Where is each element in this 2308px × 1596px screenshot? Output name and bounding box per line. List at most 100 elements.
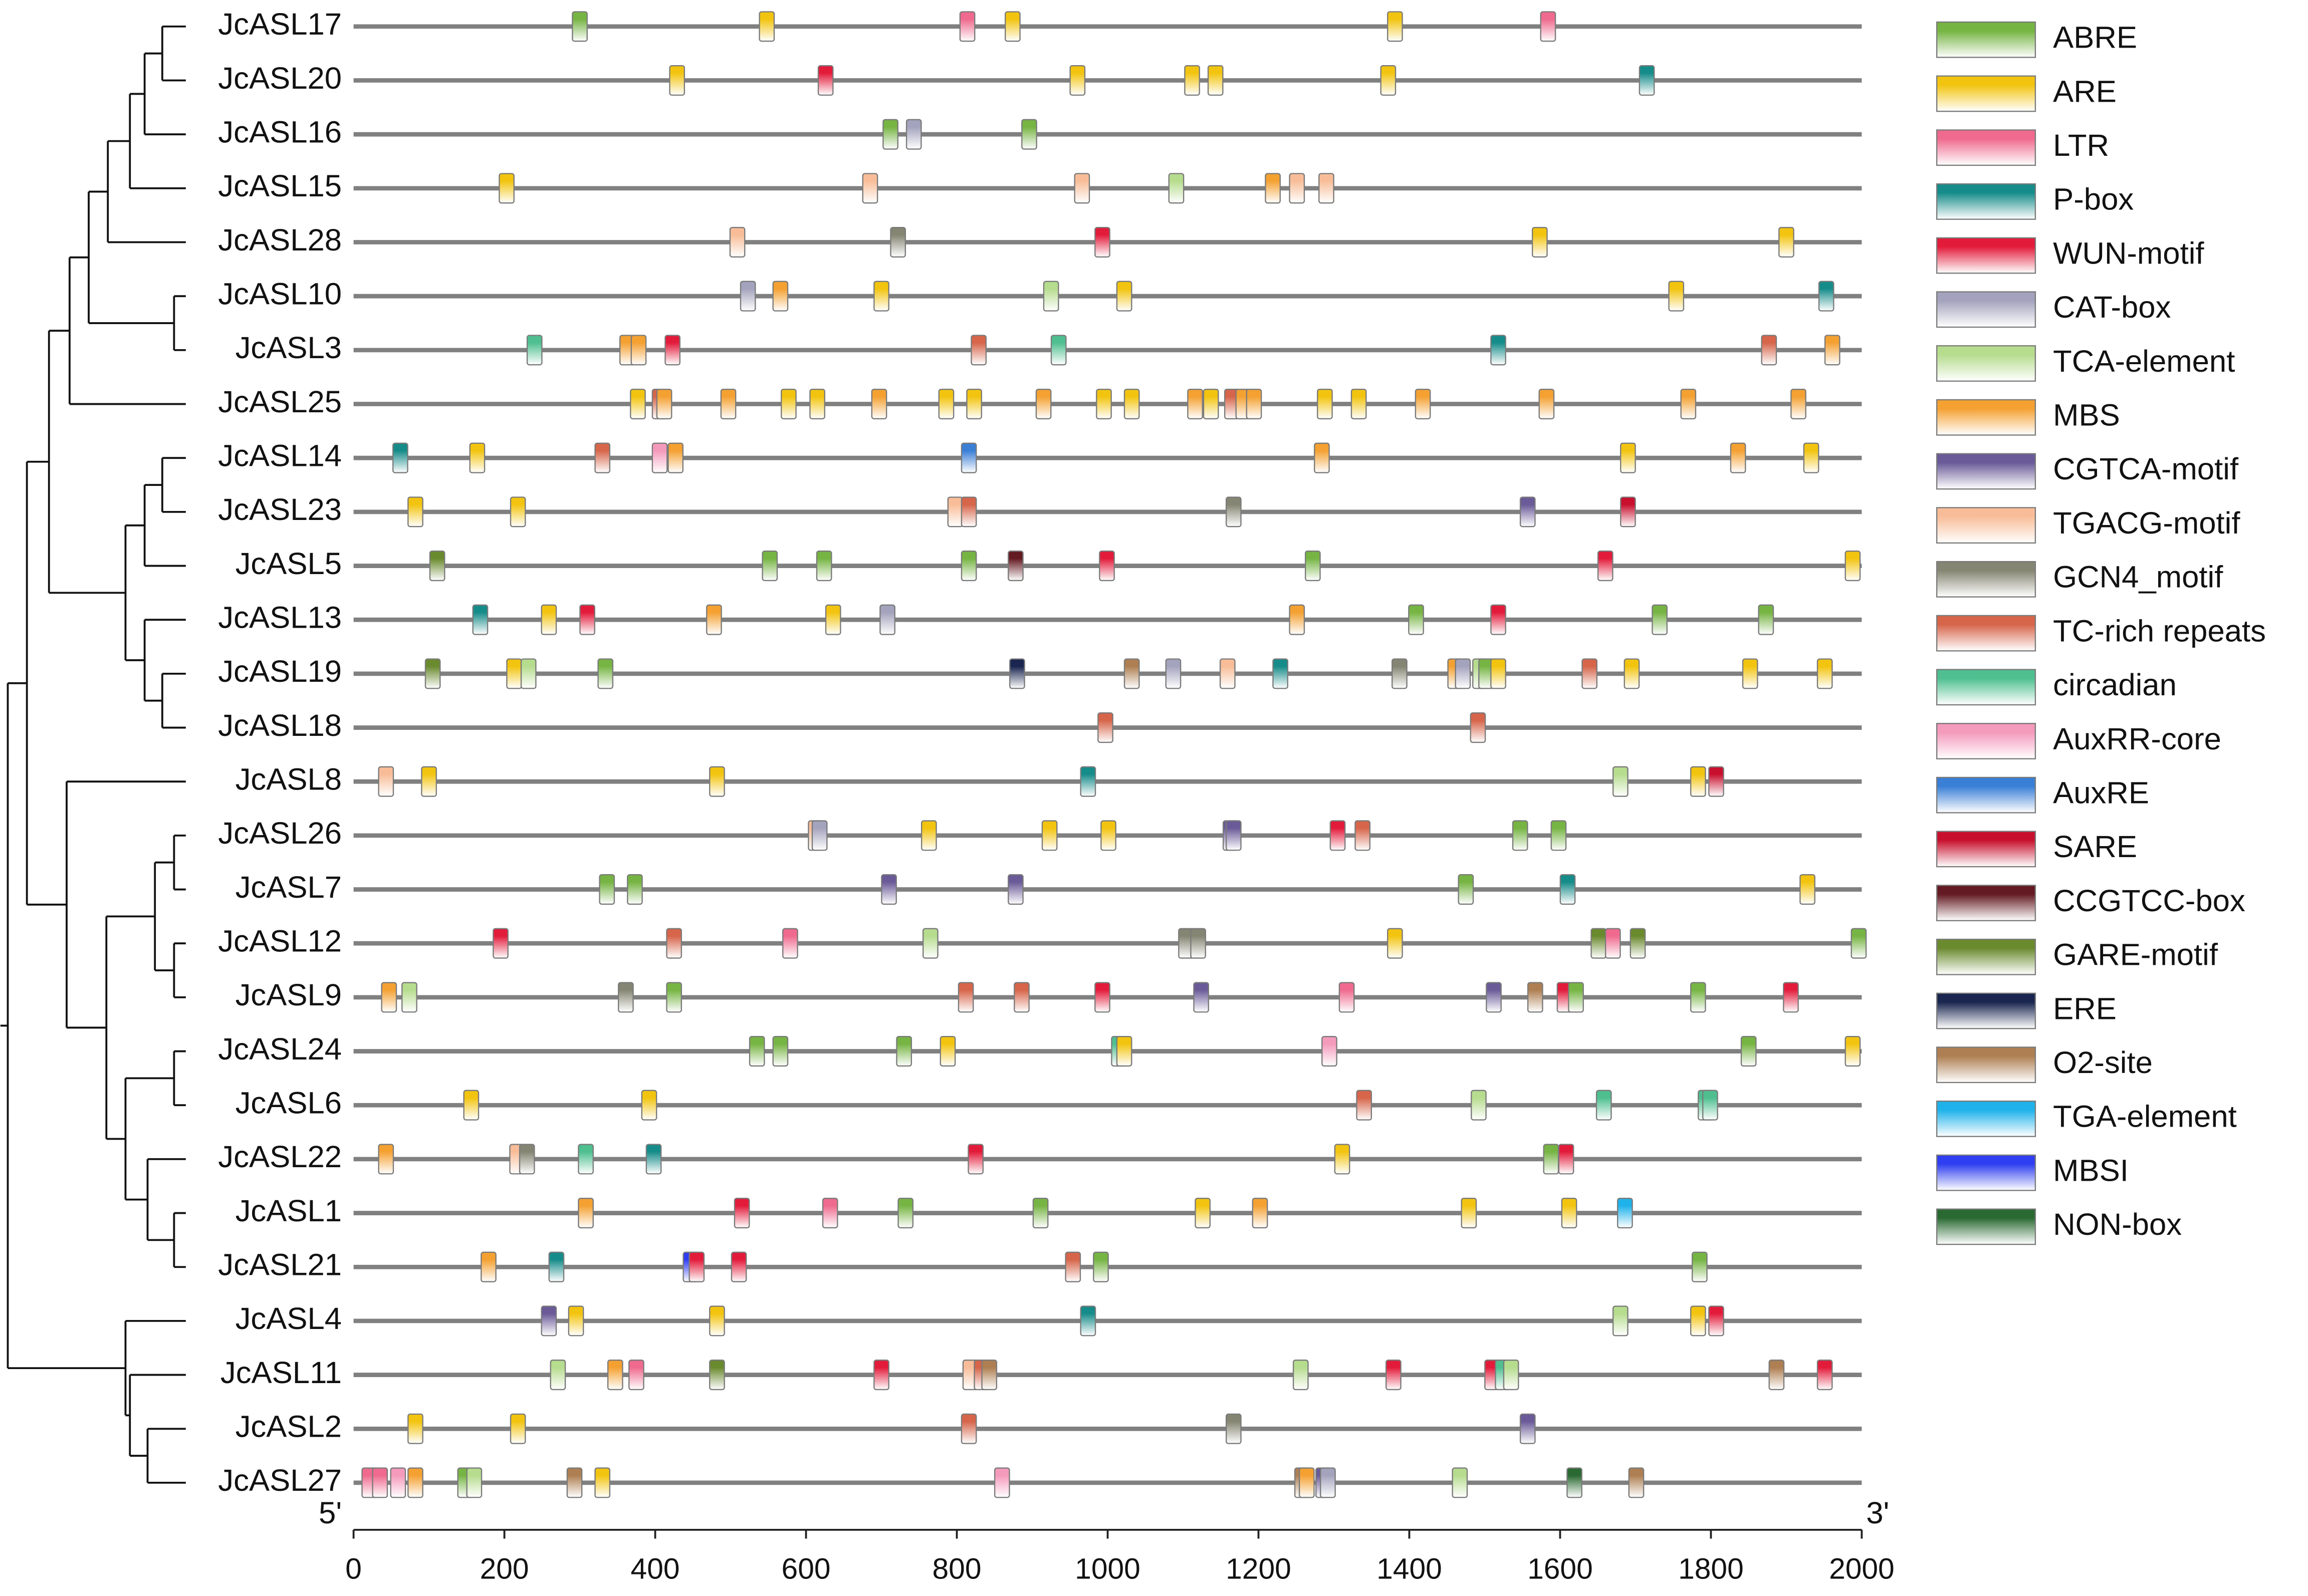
motif [572, 11, 588, 42]
legend-swatch [1936, 291, 2036, 328]
motif [1123, 388, 1140, 420]
motif [709, 766, 725, 797]
motif [1272, 658, 1288, 689]
motif [1123, 658, 1140, 689]
start-label: 5' [319, 1496, 342, 1530]
motif [1184, 65, 1200, 96]
motif [421, 766, 437, 797]
motif [401, 982, 417, 1013]
motif [1568, 982, 1584, 1013]
legend-label: P-box [2053, 182, 2134, 217]
legend-label: MBSI [2053, 1153, 2129, 1188]
motif [1190, 928, 1206, 959]
motif [1005, 11, 1021, 42]
motif [407, 496, 423, 527]
motif [1387, 11, 1403, 42]
legend-label: GARE-motif [2053, 938, 2218, 972]
motif [1338, 982, 1355, 1013]
motif [920, 820, 937, 851]
motif [481, 1251, 497, 1282]
motif [1069, 65, 1086, 96]
legend-swatch [1936, 21, 2036, 58]
motif [1021, 119, 1037, 150]
motif [1014, 982, 1030, 1013]
legend-swatch [1936, 885, 2036, 922]
motif [811, 820, 828, 851]
motif [1225, 1413, 1242, 1444]
gene-label: JcASL6 [236, 1086, 342, 1121]
motif [1470, 712, 1486, 743]
motif [1740, 1036, 1757, 1067]
motif [594, 442, 611, 473]
motif [510, 1413, 526, 1444]
legend-swatch [1936, 507, 2036, 544]
motif [981, 1360, 998, 1391]
motif [781, 388, 797, 420]
motif [1195, 1198, 1211, 1229]
legend-swatch [1936, 183, 2036, 220]
motif [645, 1144, 662, 1175]
legend-swatch [1936, 345, 2036, 382]
motif [578, 1144, 594, 1175]
motif [897, 1198, 914, 1229]
motif [550, 1360, 566, 1391]
motif [1486, 982, 1502, 1013]
motif [1690, 1305, 1706, 1337]
motif [463, 1090, 480, 1121]
legend-label: CAT-box [2053, 290, 2171, 325]
motif [1595, 1090, 1612, 1121]
motif [1708, 766, 1724, 797]
motif [1531, 226, 1548, 258]
motif [378, 766, 394, 797]
motif [1818, 281, 1834, 312]
motif [1050, 335, 1067, 366]
motif [1824, 335, 1840, 366]
motif [809, 388, 825, 420]
motif [1691, 1251, 1708, 1282]
motif [548, 1251, 565, 1282]
motif [1094, 226, 1110, 258]
motif [1334, 1144, 1350, 1175]
legend-swatch [1936, 1046, 2036, 1084]
motif [1035, 388, 1052, 420]
legend-label: circadian [2053, 668, 2177, 702]
motif [1321, 1036, 1337, 1067]
motif [1314, 442, 1330, 473]
motif [578, 1198, 594, 1229]
motif [1543, 1144, 1559, 1175]
gene-label: JcASL3 [236, 331, 342, 365]
motif [1558, 1144, 1574, 1175]
motif [1816, 658, 1833, 689]
motif [1317, 388, 1333, 420]
motif [1292, 1360, 1309, 1391]
legend-label: ARE [2053, 74, 2117, 109]
motif [879, 604, 895, 635]
legend-label: ABRE [2053, 21, 2137, 55]
motif [1612, 766, 1629, 797]
motif [390, 1467, 406, 1498]
legend-label: MBS [2053, 398, 2120, 433]
motif [506, 658, 522, 689]
motif [1581, 658, 1597, 689]
motif [568, 1305, 584, 1337]
motif [599, 874, 615, 905]
legend-swatch [1936, 1208, 2036, 1245]
motif [1803, 442, 1819, 473]
gene-label: JcASL9 [236, 978, 342, 1012]
x-tick-label: 0 [345, 1553, 362, 1585]
motif [1354, 820, 1371, 851]
motif [958, 982, 974, 1013]
motif [1032, 1198, 1049, 1229]
motif [429, 550, 445, 582]
legend-label: AuxRE [2053, 775, 2149, 810]
gene-label: JcASL10 [218, 277, 342, 311]
motif [817, 65, 834, 96]
gene-label: JcASL19 [218, 654, 342, 689]
motif [1386, 1360, 1402, 1391]
motif [630, 335, 647, 366]
motif [641, 1090, 657, 1121]
motif [392, 442, 408, 473]
motif [816, 550, 832, 582]
motif [579, 604, 595, 635]
